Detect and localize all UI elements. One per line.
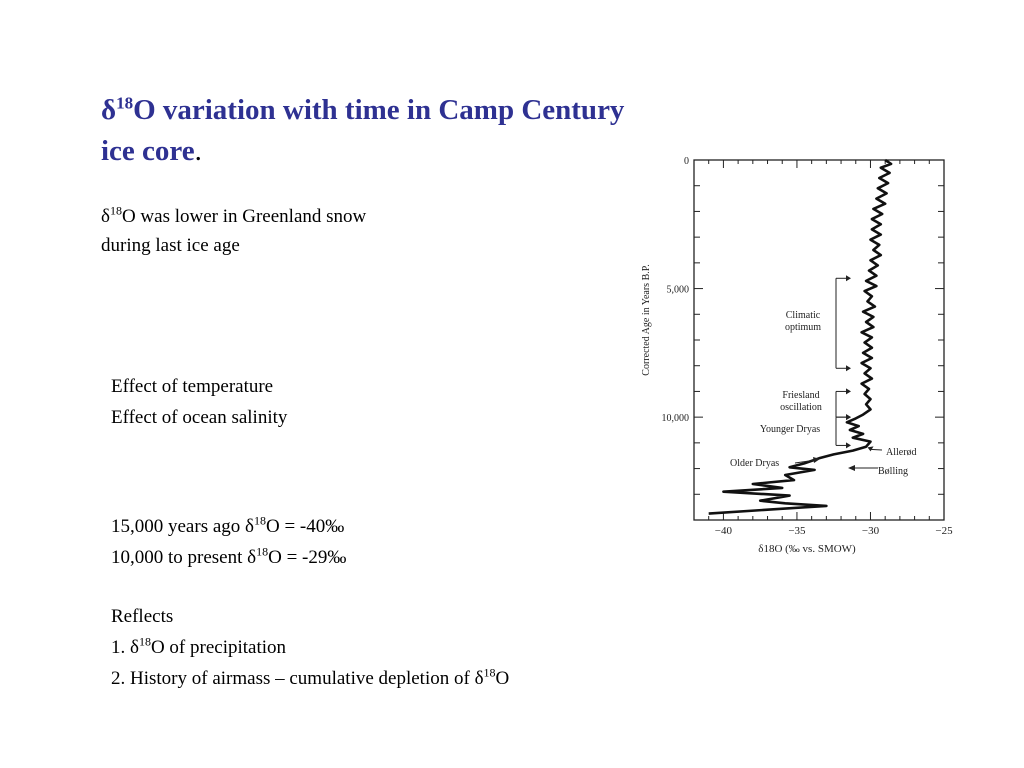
reflects-item-2: 2. History of airmass – cumulative deple… (111, 663, 509, 694)
x-tick-label: −25 (935, 525, 953, 537)
value-row-2-suffix: O = -29‰ (268, 547, 347, 568)
value-row-1: 15,000 years ago δ18O = -40‰ (111, 511, 346, 542)
delta-symbol: δ (245, 516, 254, 537)
slide-title: δ18O variation with time in Camp Century… (101, 90, 741, 172)
x-tick-label: −30 (862, 525, 880, 537)
reflects-item-1-suffix: O of precipitation (150, 637, 287, 658)
younger-dryas-arrow-bottom (846, 442, 851, 449)
effect-salinity: Effect of ocean salinity (111, 407, 288, 428)
climatic-optimum-arrow-top (846, 275, 851, 282)
superscript-18: 18 (483, 665, 496, 680)
allerod-arrow-line (870, 448, 883, 451)
reflects-item-2-suffix: O (495, 668, 510, 689)
younger-dryas-arrow-top (846, 414, 851, 421)
subtitle-line-1: δ18O was lower in Greenland snow (101, 202, 366, 231)
values-list: 15,000 years ago δ18O = -40‰ 10,000 to p… (111, 511, 346, 573)
x-axis-label: δ18O (‰ vs. SMOW) (758, 543, 856, 555)
title-line-2: ice core. (101, 131, 741, 172)
value-row-2: 10,000 to present δ18O = -29‰ (111, 542, 346, 573)
superscript-18: 18 (256, 544, 269, 559)
reflects-item-1: 1. δ18O of precipitation (111, 632, 509, 663)
reflects-item-2-prefix: 2. History of airmass – cumulative deple… (111, 668, 475, 689)
y-tick-label: 10,000 (662, 413, 690, 424)
annotation-friesland-line2: oscillation (780, 402, 822, 413)
subtitle: δ18O was lower in Greenland snow during … (101, 202, 366, 260)
delta-symbol: δ (130, 637, 139, 658)
allerod-arrow-head (867, 446, 874, 452)
annotation-bolling: Bølling (878, 466, 908, 477)
delta-symbol: δ (474, 668, 484, 689)
x-tick-label: −35 (788, 525, 806, 537)
friesland-arrow-top (846, 388, 851, 395)
effect-temperature: Effect of temperature (111, 376, 274, 397)
reflects-item-1-prefix: 1. (111, 637, 130, 658)
subtitle-text-1: O was lower in Greenland snow (121, 206, 367, 227)
annotation-friesland-line1: Friesland (782, 390, 819, 401)
superscript-18: 18 (138, 634, 151, 649)
delta18o-ice-core-chart: 0 5,000 10,000 −40 −35 −30 −25 δ18O (‰ vs. SMOW… (641, 156, 953, 555)
value-row-2-prefix: 10,000 to present (111, 547, 248, 568)
annotation-climatic-line2: optimum (785, 322, 821, 333)
title-period: . (194, 135, 202, 167)
annotation-younger-dryas: Younger Dryas (760, 424, 820, 435)
subtitle-line-2: during last ice age (101, 235, 240, 256)
x-tick-label: −40 (715, 525, 733, 537)
y-tick-label: 5,000 (667, 285, 690, 296)
superscript-18: 18 (116, 93, 134, 113)
y-axis-label: Corrected Age in Years B.P. (641, 264, 652, 375)
title-line-1: δ18O variation with time in Camp Century (101, 90, 741, 131)
annotation-allerod: Allerød (886, 447, 917, 458)
superscript-18: 18 (253, 513, 266, 528)
older-dryas-arrow-line (794, 459, 817, 464)
delta18o-series-line (708, 158, 893, 515)
climatic-optimum-arrow-bottom (846, 365, 851, 372)
y-tick-label: 0 (684, 156, 689, 167)
title-text-2: ice core (101, 135, 195, 167)
value-row-1-suffix: O = -40‰ (265, 516, 345, 537)
annotation-climatic-line1: Climatic (786, 310, 821, 321)
superscript-18: 18 (109, 203, 122, 218)
title-text-1: O variation with time in Camp Century (133, 94, 625, 126)
delta-symbol: δ (247, 547, 257, 568)
older-dryas-arrow-head (813, 457, 820, 463)
bolling-arrow-head (848, 465, 855, 471)
effects-list: Effect of temperature Effect of ocean sa… (111, 371, 287, 433)
reflects-heading: Reflects (111, 606, 174, 627)
annotation-older-dryas: Older Dryas (730, 458, 779, 469)
value-row-1-prefix: 15,000 years ago (111, 516, 246, 537)
reflects-section: Reflects 1. δ18O of precipitation 2. His… (111, 601, 509, 694)
delta-symbol: δ (101, 206, 110, 227)
delta-symbol: δ (101, 94, 117, 126)
